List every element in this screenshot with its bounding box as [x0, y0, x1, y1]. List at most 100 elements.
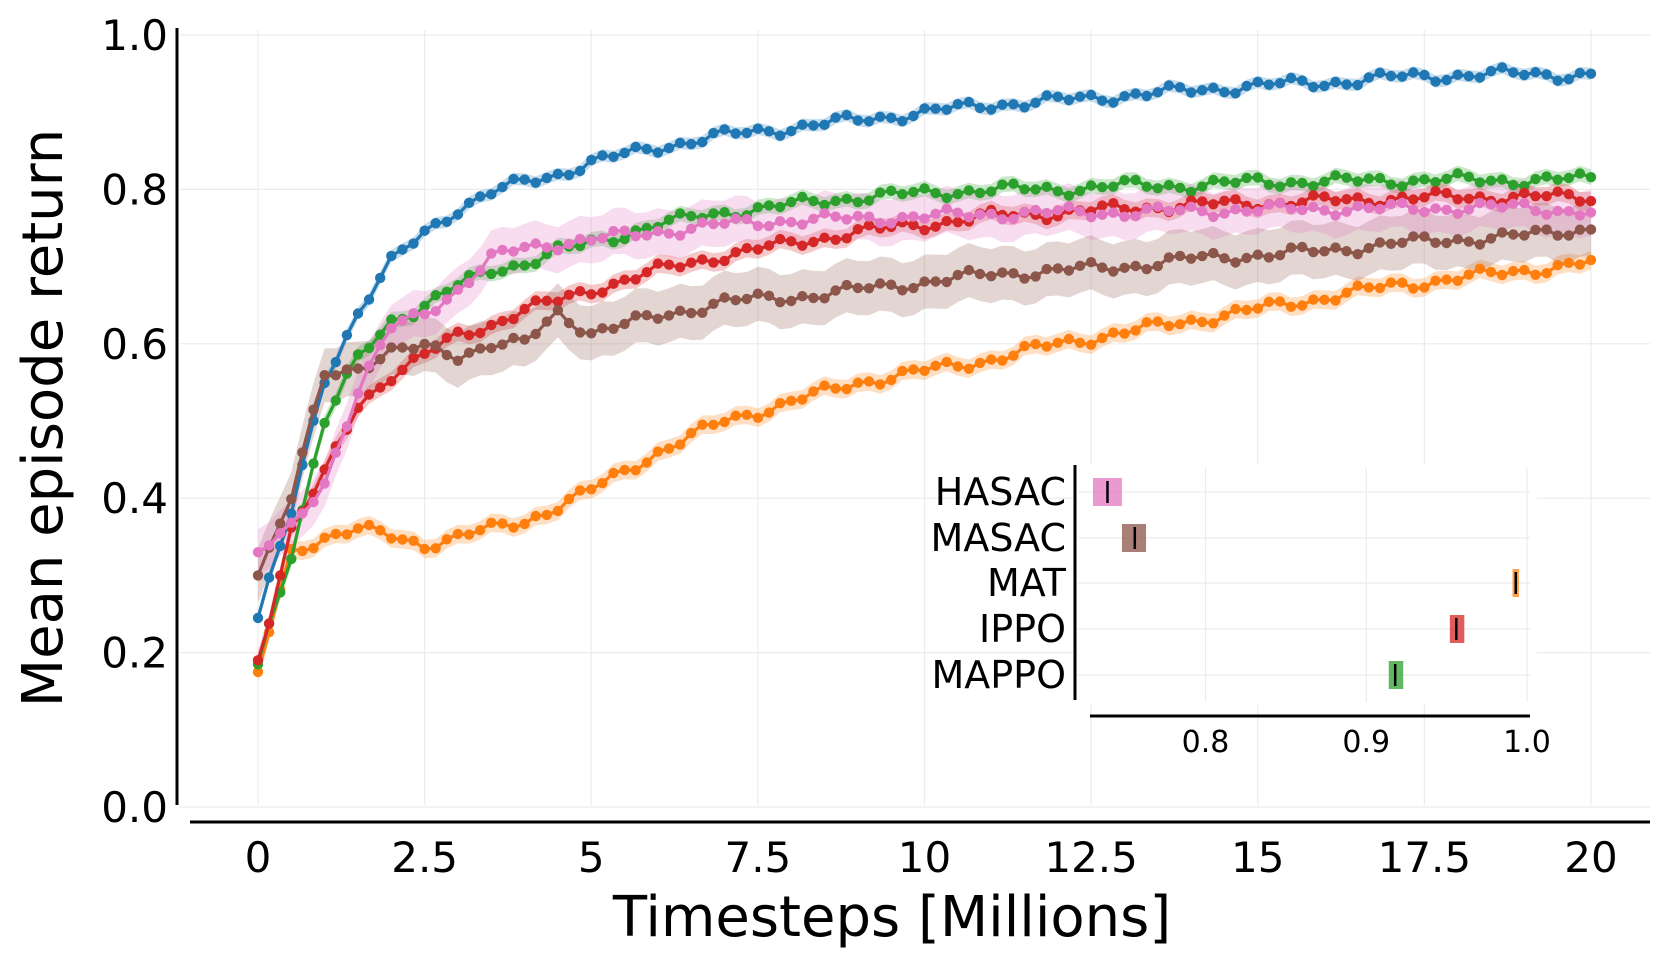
data-point: [486, 189, 497, 200]
data-point: [1474, 263, 1486, 274]
data-point: [419, 225, 430, 236]
data-point: [674, 137, 686, 149]
data-point: [275, 518, 286, 529]
data-point: [986, 104, 997, 115]
data-point: [763, 407, 775, 418]
data-point: [1319, 294, 1330, 305]
data-point: [341, 329, 353, 341]
data-point: [1552, 75, 1563, 86]
data-point: [1008, 178, 1019, 189]
data-point: [397, 244, 408, 255]
data-point: [541, 172, 552, 184]
data-point: [819, 232, 830, 243]
data-point: [763, 126, 775, 137]
data-point: [1074, 185, 1086, 197]
data-point: [452, 355, 464, 366]
data-point: [352, 308, 364, 319]
data-point: [1341, 206, 1352, 217]
data-point: [897, 116, 908, 127]
data-point: [808, 236, 819, 248]
data-point: [741, 243, 752, 254]
data-point: [1130, 325, 1141, 336]
data-point: [752, 123, 764, 134]
data-point: [941, 276, 952, 288]
data-point: [786, 216, 797, 228]
data-point: [1519, 69, 1530, 81]
y-tick-label: 0.8: [101, 165, 168, 214]
data-point: [974, 209, 986, 220]
data-point: [930, 276, 941, 287]
data-point: [286, 493, 297, 505]
data-point: [1208, 199, 1219, 210]
data-point: [252, 612, 264, 624]
data-point: [1341, 79, 1352, 90]
data-point: [508, 246, 519, 257]
data-point: [1341, 194, 1352, 205]
data-point: [1052, 91, 1064, 103]
data-point: [1385, 179, 1397, 190]
data-point: [1496, 174, 1508, 185]
data-point: [741, 214, 752, 225]
data-point: [586, 328, 597, 339]
data-point: [1508, 67, 1519, 78]
data-point: [519, 260, 530, 271]
data-point: [1252, 172, 1264, 183]
x-tick-label: 5: [578, 833, 605, 882]
data-point: [908, 110, 919, 122]
data-point: [641, 267, 652, 278]
data-point: [352, 363, 364, 374]
data-point: [774, 233, 786, 245]
data-point: [1052, 205, 1064, 216]
data-point: [475, 343, 486, 354]
y-tick-label: 0.6: [101, 320, 168, 369]
data-point: [1208, 174, 1219, 186]
data-point: [1519, 187, 1530, 199]
data-point: [897, 365, 908, 377]
data-point: [652, 446, 664, 457]
data-point: [708, 208, 719, 219]
data-point: [852, 224, 864, 235]
data-point: [1552, 259, 1563, 271]
data-point: [852, 197, 864, 208]
data-point: [830, 195, 841, 207]
data-point: [819, 199, 830, 211]
data-point: [1330, 210, 1341, 221]
inset-category-label: MAT: [987, 561, 1067, 605]
data-point: [375, 339, 386, 351]
data-point: [1141, 181, 1152, 192]
data-point: [808, 292, 819, 304]
data-point: [997, 214, 1008, 225]
data-point: [508, 332, 519, 344]
data-point: [330, 528, 341, 540]
data-point: [1163, 80, 1175, 91]
data-point: [1185, 87, 1197, 98]
data-point: [1419, 231, 1430, 242]
data-point: [463, 277, 475, 289]
data-point: [1319, 80, 1330, 92]
data-point: [463, 330, 475, 341]
data-point: [1541, 209, 1552, 220]
data-point: [663, 259, 675, 270]
data-point: [1108, 327, 1119, 338]
data-point: [286, 508, 297, 519]
data-point: [1263, 296, 1275, 307]
data-point: [1508, 198, 1519, 209]
data-point: [1485, 175, 1497, 186]
data-point: [1119, 262, 1130, 273]
data-point: [486, 268, 497, 280]
data-point: [397, 342, 408, 353]
data-point: [941, 104, 952, 115]
data-point: [1508, 179, 1519, 191]
data-point: [1541, 171, 1552, 182]
data-point: [630, 310, 641, 321]
data-point: [686, 307, 697, 319]
data-point: [919, 225, 930, 236]
data-point: [663, 443, 675, 454]
data-point: [808, 195, 819, 207]
data-point: [908, 186, 919, 198]
data-point: [408, 535, 419, 546]
series-hasac_pink: [252, 197, 1597, 558]
data-point: [1008, 213, 1019, 225]
data-point: [797, 219, 808, 230]
data-point: [1552, 205, 1563, 217]
